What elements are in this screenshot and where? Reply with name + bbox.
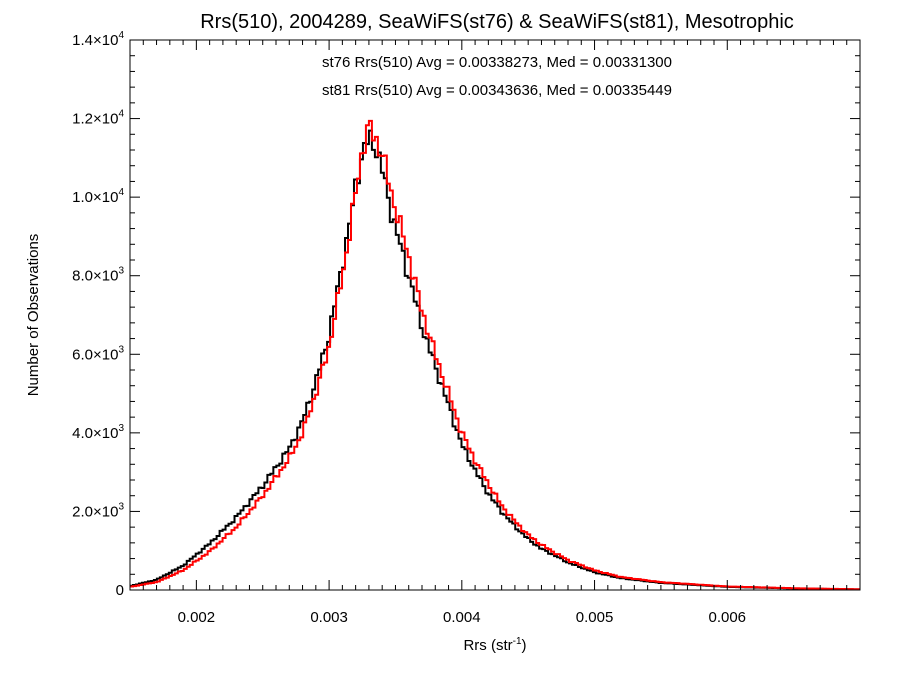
histogram-series-1 <box>130 119 860 591</box>
y-tick-label: 2.0×103 <box>72 501 124 520</box>
y-tick-label: 1.4×104 <box>72 30 124 49</box>
y-tick-label: 1.0×104 <box>72 187 124 206</box>
y-tick-label: 1.2×104 <box>72 109 124 128</box>
plot-frame <box>129 39 861 591</box>
x-tick-label: 0.006 <box>708 609 746 626</box>
x-tick-label: 0.004 <box>443 609 481 626</box>
x-axis-label: Rrs (str-1) <box>463 636 526 654</box>
y-tick-label: 0 <box>116 582 124 599</box>
x-tick-label: 0.002 <box>178 609 216 626</box>
x-axis: 0.002 0.003 0.004 0.005 0.006 <box>142 40 861 626</box>
y-axis-label: Number of Observations <box>25 234 42 397</box>
y-axis: 0 2.0×103 4.0×103 6.0×103 8.0×103 1.0×104 1.2×… <box>72 30 860 599</box>
annotation-st81: st81 Rrs(510) Avg = 0.00343636, Med = 0.… <box>322 82 672 99</box>
x-tick-label: 0.003 <box>310 609 348 626</box>
x-tick-label: 0.005 <box>576 609 614 626</box>
chart-title: Rrs(510), 2004289, SeaWiFS(st76) & SeaWi… <box>200 11 794 33</box>
y-tick-label: 4.0×103 <box>72 423 124 442</box>
y-tick-label: 6.0×103 <box>72 344 124 363</box>
plot-series <box>130 119 860 591</box>
y-tick-label: 8.0×103 <box>72 266 124 285</box>
annotation-st76: st76 Rrs(510) Avg = 0.00338273, Med = 0.… <box>322 54 672 71</box>
